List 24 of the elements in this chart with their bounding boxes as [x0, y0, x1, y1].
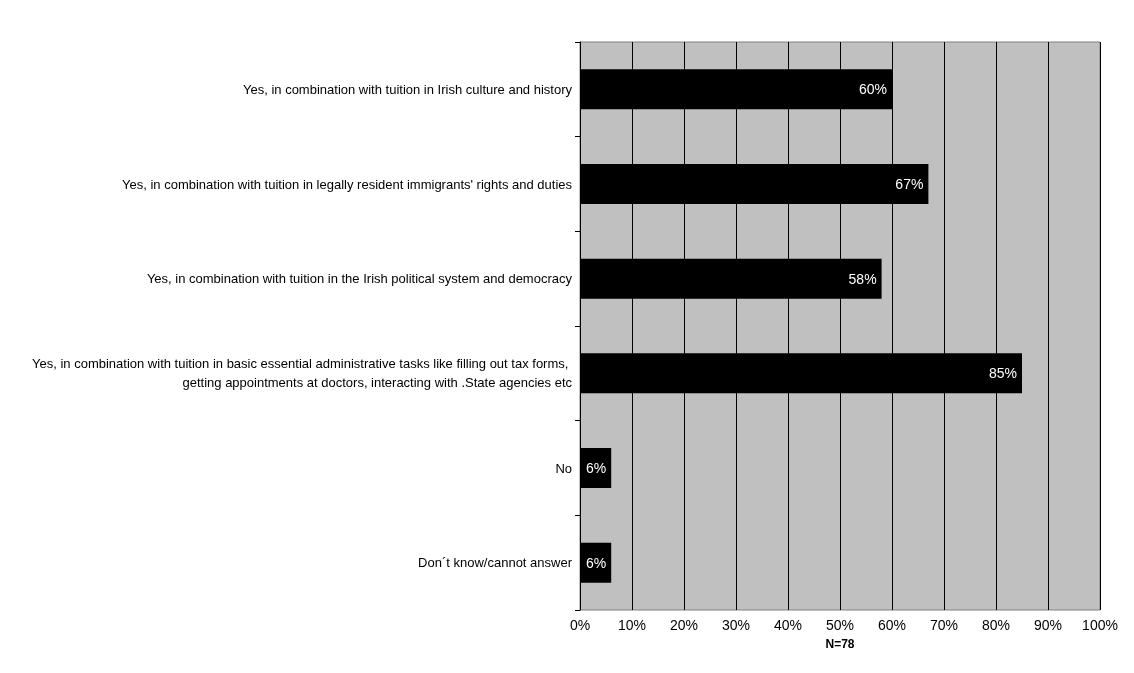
x-tick-label: 20%: [669, 617, 699, 633]
y-tick-label: Yes, in combination with tuition in the Irish political system and democracy: [146, 271, 573, 287]
x-tick-label: 70%: [929, 617, 959, 633]
y-tick-label: Don´t know/cannot answer: [418, 555, 573, 571]
data-label: 58%: [848, 270, 877, 287]
x-tick-label: 50%: [825, 617, 855, 633]
data-label: 85%: [988, 365, 1017, 382]
y-tick-label: No: [555, 460, 572, 476]
x-tick-label: 30%: [721, 617, 751, 633]
x-axis-title: N=78: [825, 637, 855, 651]
x-tick-label: 40%: [773, 617, 803, 633]
x-tick-label: 100%: [1082, 617, 1118, 633]
x-tick-label: 60%: [877, 617, 907, 633]
y-tick-label: Yes, in combination with tuition in Irish culture and history: [242, 81, 573, 97]
data-label: 6%: [585, 554, 607, 571]
y-tick-label: Yes, in combination with tuition in basic essential administrative tasks like filling out tax forms, getting appointments at doctors, interacting with .State agencies etc: [32, 356, 573, 391]
data-label: 6%: [585, 460, 607, 476]
x-tick-label: 90%: [1033, 617, 1063, 633]
x-tick-label: 80%: [981, 617, 1011, 633]
x-tick-label: 0%: [569, 617, 591, 633]
data-label: 67%: [895, 176, 924, 192]
data-label: 60%: [858, 81, 887, 98]
y-tick-label: Yes, in combination with tuition in legally resident immigrants' rights and duties: [121, 176, 573, 192]
x-tick-label: 10%: [617, 617, 647, 633]
